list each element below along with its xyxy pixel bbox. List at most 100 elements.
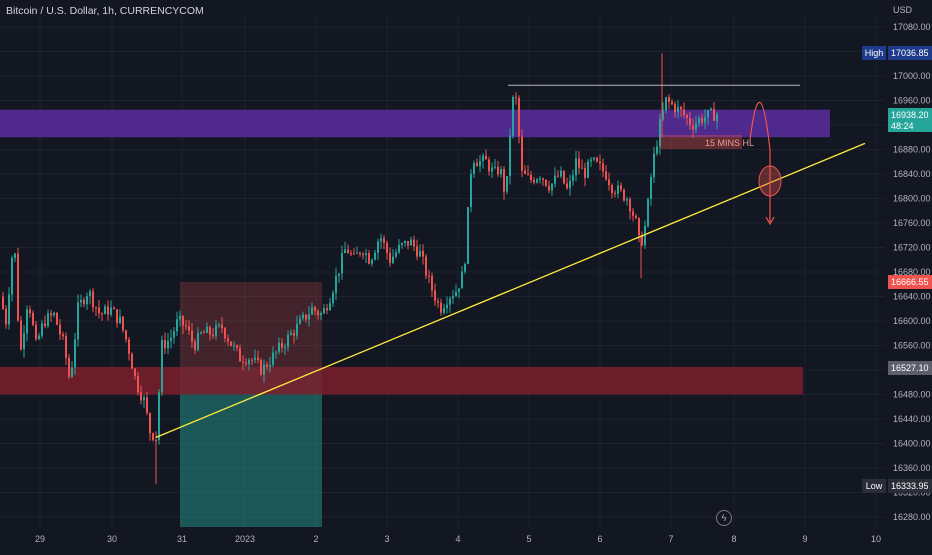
candle-body bbox=[206, 327, 208, 333]
candle-body bbox=[581, 167, 583, 169]
time-tick-label: 3 bbox=[384, 534, 389, 544]
candle-body bbox=[374, 252, 376, 260]
candle-body bbox=[308, 314, 310, 320]
candle-body bbox=[50, 313, 52, 316]
candle-body bbox=[605, 171, 607, 180]
time-tick-label: 10 bbox=[871, 534, 881, 544]
price-tick-label: 16960.00 bbox=[893, 96, 931, 106]
candle-body bbox=[422, 250, 424, 257]
lightning-icon[interactable]: ϟ bbox=[716, 510, 732, 526]
candle-body bbox=[626, 199, 628, 201]
candle-body bbox=[644, 226, 646, 246]
candle-body bbox=[587, 161, 589, 178]
candle-body bbox=[260, 359, 262, 375]
time-tick-label: 29 bbox=[35, 534, 45, 544]
low-tag-value-box bbox=[888, 479, 932, 493]
candle-body bbox=[500, 168, 502, 175]
candle-body bbox=[608, 179, 610, 186]
candle-body bbox=[302, 314, 304, 319]
candle-body bbox=[671, 101, 673, 105]
countdown-value: 48:24 bbox=[891, 121, 914, 131]
candle-body bbox=[200, 332, 202, 334]
candle-body bbox=[347, 249, 349, 254]
high-tag-value: 17036.85 bbox=[891, 48, 929, 58]
candle-body bbox=[236, 345, 238, 348]
price-tick-label: 16600.00 bbox=[893, 316, 931, 326]
candle-body bbox=[320, 313, 322, 316]
candle-body bbox=[17, 253, 19, 321]
candle-body bbox=[506, 176, 508, 192]
trendline[interactable] bbox=[155, 142, 866, 438]
candle-body bbox=[251, 359, 253, 361]
candle-body bbox=[410, 239, 412, 246]
candle-body bbox=[599, 161, 601, 164]
price-tick-label: 16440.00 bbox=[893, 414, 931, 424]
candle-body bbox=[311, 307, 313, 315]
candle-body bbox=[491, 167, 493, 172]
candle-body bbox=[572, 175, 574, 181]
high-tag-label: High bbox=[865, 48, 884, 58]
candle-body bbox=[290, 332, 292, 335]
candle-body bbox=[638, 217, 640, 236]
candle-body bbox=[449, 298, 451, 305]
candle-body bbox=[659, 119, 661, 147]
candle-body bbox=[233, 345, 235, 347]
price-tick-label: 16280.00 bbox=[893, 512, 931, 522]
candle-body bbox=[359, 252, 361, 254]
candle-body bbox=[431, 275, 433, 291]
currency-label: USD bbox=[893, 5, 913, 15]
candle-body bbox=[113, 307, 115, 310]
candle-body bbox=[41, 323, 43, 336]
candle-body bbox=[11, 257, 13, 295]
support-price-tag bbox=[888, 361, 932, 375]
price-tick-label: 16480.00 bbox=[893, 390, 931, 400]
time-tick-label: 31 bbox=[177, 534, 187, 544]
candle-body bbox=[551, 183, 553, 191]
candle-body bbox=[623, 189, 625, 201]
candle-body bbox=[461, 271, 463, 289]
candle-body bbox=[74, 339, 76, 368]
candle-body bbox=[110, 307, 112, 315]
candle-body bbox=[161, 340, 163, 393]
hl-annotation-label: 15 MINS HL bbox=[705, 138, 754, 148]
price-tick-label: 16880.00 bbox=[893, 145, 931, 155]
candle-body bbox=[494, 166, 496, 168]
candle-body bbox=[680, 106, 682, 110]
candle-body bbox=[47, 313, 49, 327]
candle-body bbox=[566, 183, 568, 189]
candle-body bbox=[95, 307, 97, 309]
time-tick-label: 30 bbox=[107, 534, 117, 544]
candle-body bbox=[101, 313, 103, 315]
candle-body bbox=[620, 185, 622, 190]
candle-body bbox=[641, 235, 643, 246]
high-tag-value-box bbox=[888, 46, 932, 60]
candle-body bbox=[26, 309, 28, 334]
candle-body bbox=[299, 318, 301, 324]
candle-body bbox=[245, 362, 247, 365]
stop-loss-zone bbox=[180, 282, 322, 367]
candle-body bbox=[557, 175, 559, 177]
candle-body bbox=[530, 174, 532, 180]
candle-body bbox=[203, 332, 205, 334]
candle-body bbox=[470, 173, 472, 208]
candle-body bbox=[398, 244, 400, 253]
candle-body bbox=[695, 123, 697, 130]
candle-body bbox=[383, 238, 385, 243]
price-tick-label: 16360.00 bbox=[893, 463, 931, 473]
candle-body bbox=[62, 334, 64, 337]
candle-body bbox=[38, 335, 40, 339]
candle-body bbox=[527, 173, 529, 175]
candle-body bbox=[176, 319, 178, 332]
candle-body bbox=[281, 342, 283, 348]
candle-body bbox=[710, 108, 712, 110]
low-tag-value: 16333.95 bbox=[891, 481, 929, 491]
candle-body bbox=[266, 364, 268, 367]
candle-body bbox=[656, 146, 658, 154]
candle-body bbox=[44, 323, 46, 327]
candle-body bbox=[323, 308, 325, 314]
candle-body bbox=[131, 353, 133, 369]
price-tick-label: 16800.00 bbox=[893, 194, 931, 204]
candle-body bbox=[458, 288, 460, 292]
